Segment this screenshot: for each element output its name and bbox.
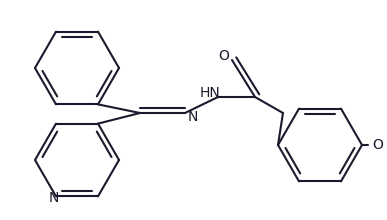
- Text: O: O: [219, 49, 229, 63]
- Text: HN: HN: [200, 86, 220, 100]
- Text: N: N: [188, 110, 198, 124]
- Text: O: O: [372, 138, 383, 152]
- Text: N: N: [49, 191, 59, 205]
